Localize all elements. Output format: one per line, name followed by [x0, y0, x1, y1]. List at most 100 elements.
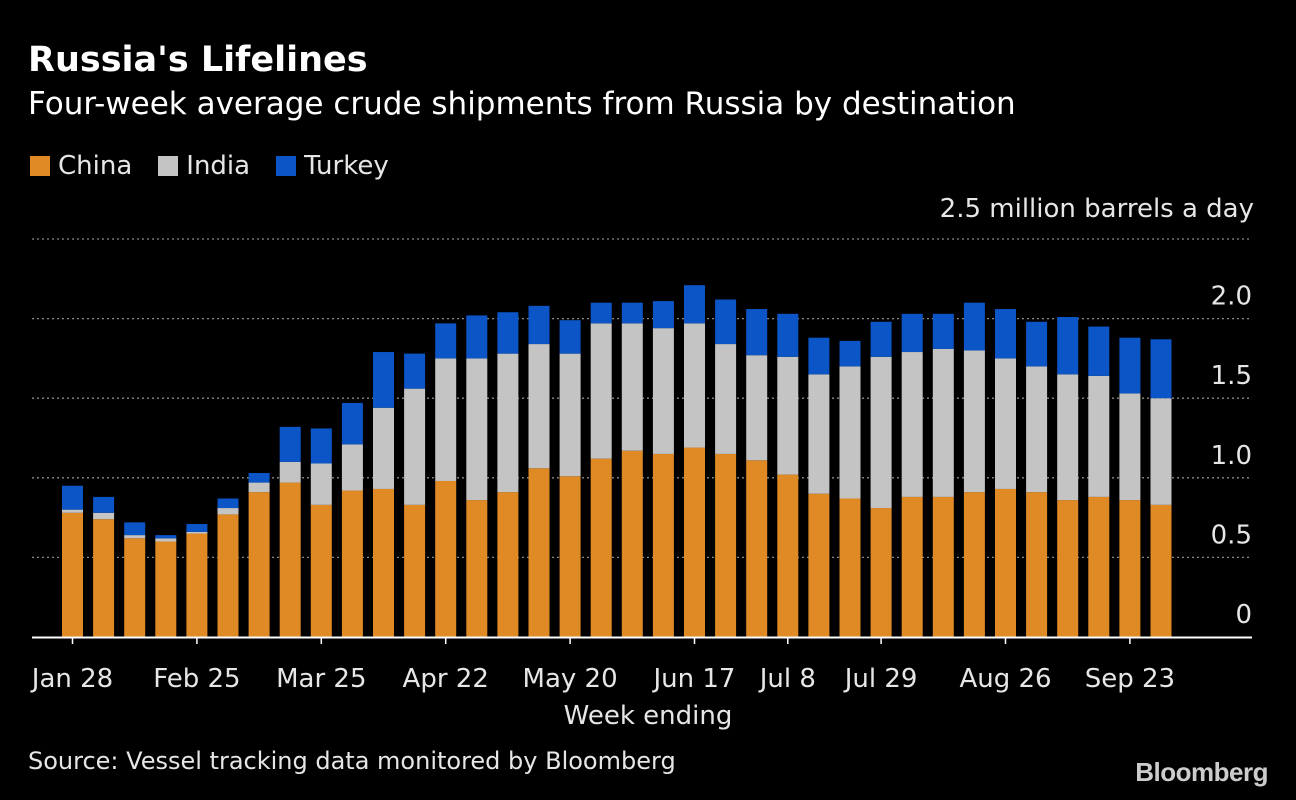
bar-china-33	[1088, 496, 1110, 637]
bar-stack-7	[279, 426, 301, 637]
bar-turkey-28	[932, 313, 954, 349]
bar-china-7	[279, 482, 301, 637]
bar-turkey-14	[497, 312, 519, 354]
bar-turkey-4	[186, 523, 208, 532]
bar-india-1	[93, 512, 115, 520]
x-tick-label-8: Aug 26	[959, 664, 1051, 694]
chart-subtitle: Four-week average crude shipments from R…	[28, 86, 1016, 122]
bar-india-18	[621, 323, 643, 451]
bar-turkey-31	[1026, 321, 1048, 367]
bar-china-5	[217, 514, 239, 637]
bar-turkey-21	[715, 299, 737, 345]
bar-china-22	[746, 460, 768, 637]
legend-item-india: India	[158, 151, 250, 181]
bar-turkey-9	[341, 402, 363, 445]
legend-swatch-india	[158, 156, 179, 176]
bar-turkey-30	[995, 309, 1016, 359]
bar-stack-33	[1088, 326, 1110, 637]
bar-china-11	[404, 504, 426, 637]
bar-india-8	[310, 463, 332, 505]
bar-stack-30	[995, 309, 1016, 637]
bar-china-0	[62, 512, 83, 637]
legend-label-china: China	[58, 151, 133, 181]
bar-stack-6	[248, 473, 270, 637]
bar-china-8	[310, 504, 332, 637]
bar-india-5	[217, 508, 239, 515]
bar-stack-9	[341, 402, 363, 637]
y-tick-label-0: 0	[1235, 600, 1252, 630]
bar-india-13	[466, 358, 488, 501]
bar-china-28	[932, 496, 954, 637]
bar-india-3	[155, 538, 177, 542]
bar-india-32	[1057, 374, 1079, 501]
bar-turkey-33	[1088, 326, 1110, 376]
bar-india-28	[932, 348, 954, 497]
bar-india-19	[652, 328, 674, 454]
bar-stack-17	[590, 302, 612, 637]
bar-turkey-18	[621, 302, 643, 324]
bar-turkey-32	[1057, 317, 1079, 375]
bar-turkey-13	[466, 315, 488, 359]
bar-turkey-6	[248, 473, 270, 483]
bar-stack-5	[217, 498, 239, 637]
bar-india-29	[963, 350, 985, 493]
bar-stack-4	[186, 523, 208, 637]
bar-india-15	[528, 344, 550, 469]
x-tick-label-9: Sep 23	[1085, 664, 1175, 694]
x-tick-label-7: Jul 29	[843, 664, 918, 694]
chart-title: Russia's Lifelines	[28, 40, 368, 80]
bar-china-3	[155, 541, 177, 637]
bar-india-11	[404, 388, 426, 505]
bar-china-24	[808, 493, 830, 637]
x-tick-labels: Jan 28 Feb 25 Mar 25 Apr 22 May 20 Jun 17 Jul …	[30, 637, 1175, 694]
legend: China India Turkey	[30, 151, 415, 181]
bar-stack-18	[621, 302, 643, 637]
bar-china-9	[341, 490, 363, 637]
bar-turkey-34	[1119, 337, 1141, 394]
bar-turkey-16	[559, 320, 581, 354]
bar-turkey-8	[310, 428, 332, 464]
bar-turkey-23	[777, 313, 799, 357]
bar-turkey-35	[1150, 339, 1172, 399]
bar-india-21	[715, 344, 737, 454]
bar-india-2	[124, 535, 146, 539]
bar-china-26	[870, 508, 892, 637]
x-tick-label-2: Mar 25	[276, 664, 366, 694]
y-tick-label-2: 1.0	[1211, 441, 1252, 471]
legend-label-india: India	[186, 151, 251, 181]
legend-swatch-china	[30, 156, 50, 176]
bar-china-35	[1150, 504, 1172, 637]
bar-turkey-7	[279, 426, 301, 462]
bar-stack-28	[932, 313, 954, 637]
bar-stack-19	[652, 301, 674, 637]
bar-china-32	[1057, 500, 1079, 637]
bar-turkey-17	[590, 302, 612, 324]
bar-stack-1	[93, 496, 115, 637]
bar-stack-31	[1026, 321, 1048, 637]
bar-stack-26	[870, 321, 892, 637]
bar-china-6	[248, 492, 270, 637]
bar-stack-22	[746, 309, 768, 637]
bar-turkey-24	[808, 337, 830, 375]
bar-stack-27	[901, 313, 923, 637]
x-tick-label-0: Jan 28	[30, 664, 113, 694]
legend-item-turkey: Turkey	[276, 151, 389, 181]
bar-stack-8	[310, 428, 332, 637]
bar-india-7	[279, 461, 301, 483]
bar-stack-25	[839, 340, 861, 637]
bar-stack-10	[373, 352, 394, 637]
bar-stack-32	[1057, 317, 1079, 637]
bar-india-12	[435, 358, 457, 481]
bar-china-10	[373, 488, 394, 637]
x-tick-label-4: May 20	[523, 664, 618, 694]
bar-stack-0	[62, 485, 83, 637]
x-tick-label-6: Jul 8	[758, 664, 816, 694]
bar-china-19	[652, 453, 674, 637]
bar-stack-3	[155, 535, 177, 637]
bar-india-14	[497, 353, 519, 493]
bar-china-18	[621, 450, 643, 637]
bloomberg-logo: Bloomberg	[1135, 757, 1268, 787]
x-tick-label-1: Feb 25	[153, 664, 240, 694]
legend-item-china: China	[30, 151, 132, 181]
